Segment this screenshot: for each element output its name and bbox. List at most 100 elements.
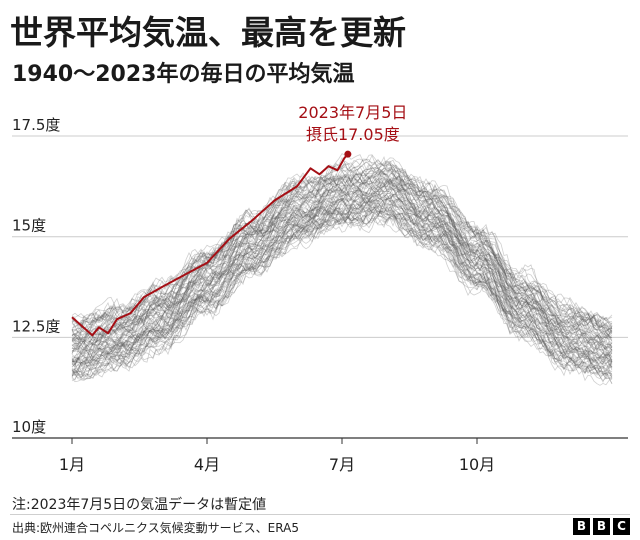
year-line <box>71 178 613 354</box>
year-line <box>71 190 613 363</box>
year-line <box>72 203 613 382</box>
year-line <box>71 192 613 368</box>
year-line <box>71 173 613 346</box>
year-line <box>71 187 613 352</box>
bbc-logo-letter: C <box>613 518 630 535</box>
year-line <box>71 194 613 364</box>
bbc-logo-letter: B <box>593 518 610 535</box>
year-line <box>71 158 613 321</box>
footnote: 注:2023年7月5日の気温データは暫定値 <box>12 497 267 513</box>
year-line <box>71 183 613 360</box>
year-line <box>71 199 613 365</box>
y-tick-label: 10度 <box>12 418 46 436</box>
source-credit: 出典:欧州連合コペルニクス気候変動サービス、ERA5 <box>12 521 299 535</box>
y-tick-label: 17.5度 <box>12 116 60 134</box>
year-line <box>71 184 613 349</box>
year-line <box>71 161 613 337</box>
year-line <box>71 197 613 371</box>
year-line <box>71 210 613 382</box>
year-line <box>71 203 613 374</box>
year-line <box>71 177 613 351</box>
year-line <box>71 173 613 343</box>
year-line <box>71 182 613 353</box>
y-tick-label: 15度 <box>12 217 46 235</box>
year-line <box>71 198 613 374</box>
year-line <box>71 187 613 363</box>
year-line <box>71 162 613 329</box>
year-line <box>71 212 613 380</box>
x-tick-label: 10月 <box>459 455 495 474</box>
bbc-logo: B B C <box>573 518 630 535</box>
year-line <box>71 199 613 376</box>
y-tick-label: 12.5度 <box>12 317 60 335</box>
year-line <box>71 163 613 331</box>
year-line <box>71 163 612 332</box>
x-tick-label: 1月 <box>59 455 85 474</box>
year-line <box>71 165 613 329</box>
year-line <box>71 161 613 329</box>
year-line <box>71 207 613 386</box>
year-line <box>71 205 613 378</box>
year-line <box>71 181 613 353</box>
year-line <box>71 192 613 368</box>
year-line <box>71 163 613 343</box>
year-line <box>71 186 613 358</box>
year-line <box>71 157 613 336</box>
year-line <box>71 193 613 359</box>
year-line <box>71 193 613 366</box>
year-line <box>71 193 613 363</box>
bbc-logo-letter: B <box>573 518 590 535</box>
chart-title: 世界平均気温、最高を更新 <box>10 13 406 52</box>
year-line <box>71 181 613 359</box>
year-line <box>71 177 613 341</box>
year-line <box>71 185 613 354</box>
record-annotation-text: 2023年7月5日 <box>298 103 407 122</box>
year-line <box>71 206 613 376</box>
chart-subtitle: 1940～2023年の毎日の平均気温 <box>12 62 355 87</box>
year-line <box>71 204 613 380</box>
year-line <box>71 192 613 366</box>
year-line <box>71 154 613 334</box>
year-line <box>71 175 613 349</box>
year-line <box>71 172 613 343</box>
year-line <box>71 192 613 369</box>
year-line <box>71 202 613 376</box>
year-line <box>71 153 613 329</box>
year-line <box>71 202 613 376</box>
year-line <box>71 166 613 333</box>
year-line <box>71 196 613 363</box>
y-axis-ticks: 10度 12.5度 15度 17.5度 <box>12 116 60 436</box>
year-line <box>71 193 613 366</box>
year-line <box>71 168 613 342</box>
year-line <box>71 171 613 347</box>
x-tick-label: 7月 <box>329 455 355 474</box>
x-tick-label: 4月 <box>194 455 220 474</box>
footer-divider <box>10 514 630 515</box>
year-line <box>71 179 613 341</box>
x-axis-ticks: 1月 4月 7月 10月 <box>59 438 495 474</box>
grid-lines <box>12 135 628 439</box>
year-line <box>71 159 613 332</box>
year-line <box>71 175 613 349</box>
year-line <box>71 174 613 341</box>
year-line <box>71 212 613 383</box>
year-line <box>71 173 613 351</box>
background-series-lines <box>71 153 613 386</box>
year-line <box>71 192 613 367</box>
year-line <box>71 176 613 345</box>
year-line <box>71 198 613 370</box>
year-line <box>71 207 613 378</box>
series-line-2023 <box>71 153 349 337</box>
highlight-series <box>71 153 349 337</box>
year-line <box>71 166 613 336</box>
year-line <box>71 186 613 353</box>
year-line <box>71 209 613 385</box>
year-line <box>71 210 613 380</box>
year-line <box>71 198 613 376</box>
year-line <box>71 161 613 331</box>
year-line <box>71 204 613 375</box>
record-annotation-text: 摂氏17.05度 <box>306 125 400 144</box>
year-line <box>71 183 613 360</box>
year-line <box>71 215 613 380</box>
